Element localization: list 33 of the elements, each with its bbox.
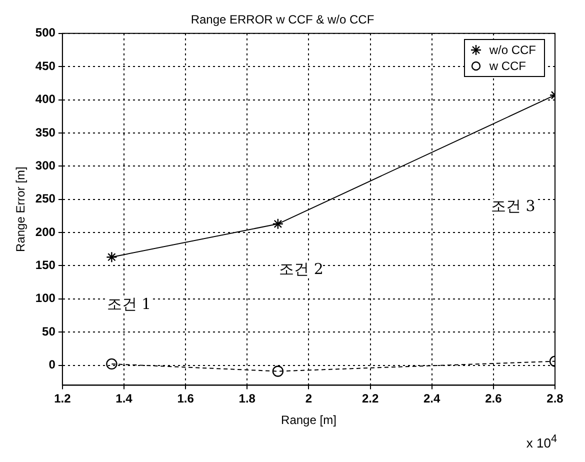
x-tick-label: 1.8 — [238, 392, 256, 406]
legend-label: w/o CCF — [489, 42, 536, 58]
text: x 10$^{4}$ — [526, 432, 557, 450]
y-tick-label: 400 — [35, 92, 56, 106]
point — [272, 366, 284, 377]
annotation: 조건 3 — [490, 196, 536, 215]
point — [272, 218, 284, 230]
y-tick-label: 350 — [35, 125, 56, 140]
x-tick-label: 2.2 — [362, 392, 379, 406]
point — [106, 251, 118, 263]
y-tick-label: 300 — [35, 158, 56, 172]
x-tick-label: 1.2 — [54, 392, 72, 406]
y-tick-label: 500 — [35, 26, 56, 40]
y-tick-label: 0 — [48, 358, 56, 372]
y-axis-title: Range Error [m] — [14, 166, 28, 252]
y-tick-label: 250 — [35, 192, 56, 206]
x-tick-label: 2.6 — [485, 392, 502, 406]
x-tick-label: 2.4 — [424, 392, 441, 406]
y-tick-label: 50 — [42, 324, 56, 338]
y-tick-label: 100 — [35, 291, 56, 306]
x-tick-label: 1.4 — [116, 392, 133, 406]
chart-title: Range ERROR w CCF & w/o CCF — [190, 12, 374, 27]
x-tick-label: 2 — [305, 392, 312, 406]
y-tick-label: 450 — [35, 58, 56, 73]
y-tick-label: 150 — [35, 258, 56, 272]
annotation: 조건 2 — [279, 260, 324, 278]
y-tick-label: 200 — [35, 224, 56, 239]
x-tick-label: 2.8 — [546, 392, 564, 406]
x-tick-label: 1.6 — [177, 392, 194, 406]
x-axis-title: Range [m] — [281, 413, 336, 428]
point — [106, 358, 118, 370]
annotation: 조건 1 — [106, 295, 152, 314]
legend-label: w CCF — [489, 58, 526, 74]
